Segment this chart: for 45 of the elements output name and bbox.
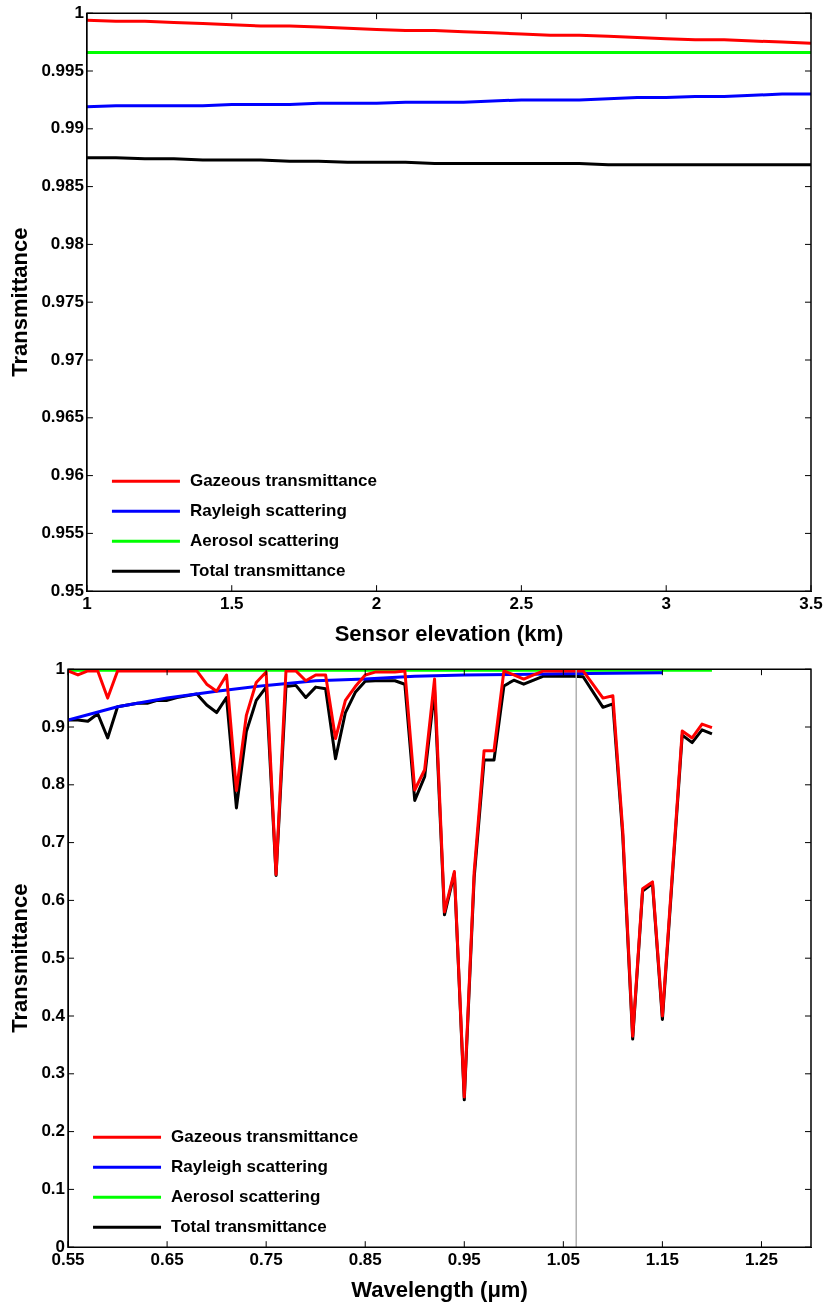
- legend-label: Rayleigh scattering: [171, 1156, 328, 1176]
- y-tick-label: 0.99: [50, 118, 84, 138]
- legend-label: Aerosol scattering: [189, 530, 340, 550]
- x-tick-label: 3.5: [799, 594, 823, 614]
- y-axis-title: Transmittance: [7, 227, 33, 377]
- legend-label: Total transmittance: [189, 560, 346, 580]
- y-tick-label: 0.975: [41, 291, 84, 311]
- y-tick-label: 0.4: [41, 1005, 66, 1025]
- x-tick-label: 1.25: [744, 1250, 779, 1270]
- y-tick-label: 0.955: [41, 523, 84, 543]
- x-tick-label: 0.75: [249, 1250, 283, 1270]
- legend-label: Total transmittance: [171, 1216, 327, 1236]
- x-axis-title: Wavelength (μm): [351, 1276, 528, 1302]
- legend-label: Aerosol scattering: [171, 1186, 321, 1206]
- y-tick-label: 0.7: [41, 832, 66, 852]
- legend-label: Gazeous transmittance: [171, 1126, 359, 1146]
- y-tick-label: 0.98: [50, 234, 84, 254]
- x-tick-label: 0.85: [348, 1250, 382, 1270]
- legend-label: Rayleigh scattering: [189, 500, 347, 520]
- y-tick-label: 0.965: [41, 407, 84, 427]
- x-tick-label: 1.05: [546, 1250, 580, 1270]
- y-tick-label: 0.95: [50, 580, 84, 600]
- y-tick-label: 0.8: [41, 774, 66, 794]
- y-tick-label: 0.2: [41, 1121, 66, 1141]
- x-tick-label: 2.5: [509, 594, 534, 614]
- y-tick-label: 0.995: [41, 60, 84, 80]
- y-tick-label: 0.9: [41, 716, 66, 736]
- x-tick-label: 1.5: [219, 594, 244, 614]
- y-tick-label: 0.985: [41, 176, 84, 196]
- x-tick-label: 2: [371, 594, 382, 614]
- x-axis-title: Sensor elevation (km): [334, 620, 564, 646]
- y-tick-label: 1: [74, 2, 84, 22]
- y-tick-label: 0.6: [41, 890, 66, 910]
- x-tick-label: 0.65: [150, 1250, 184, 1270]
- y-tick-label: 0.97: [50, 349, 84, 369]
- y-tick-label: 0.1: [41, 1179, 66, 1199]
- y-axis-title: Transmittance: [7, 883, 33, 1033]
- x-tick-label: 0.95: [447, 1250, 481, 1270]
- x-tick-label: 1.15: [645, 1250, 679, 1270]
- y-tick-label: 0.5: [41, 947, 66, 967]
- y-tick-label: 0.3: [41, 1063, 66, 1083]
- legend-label: Gazeous transmittance: [189, 470, 377, 490]
- y-tick-label: 0.96: [50, 465, 84, 485]
- y-tick-label: 1: [55, 658, 66, 678]
- x-tick-label: 3: [661, 594, 671, 614]
